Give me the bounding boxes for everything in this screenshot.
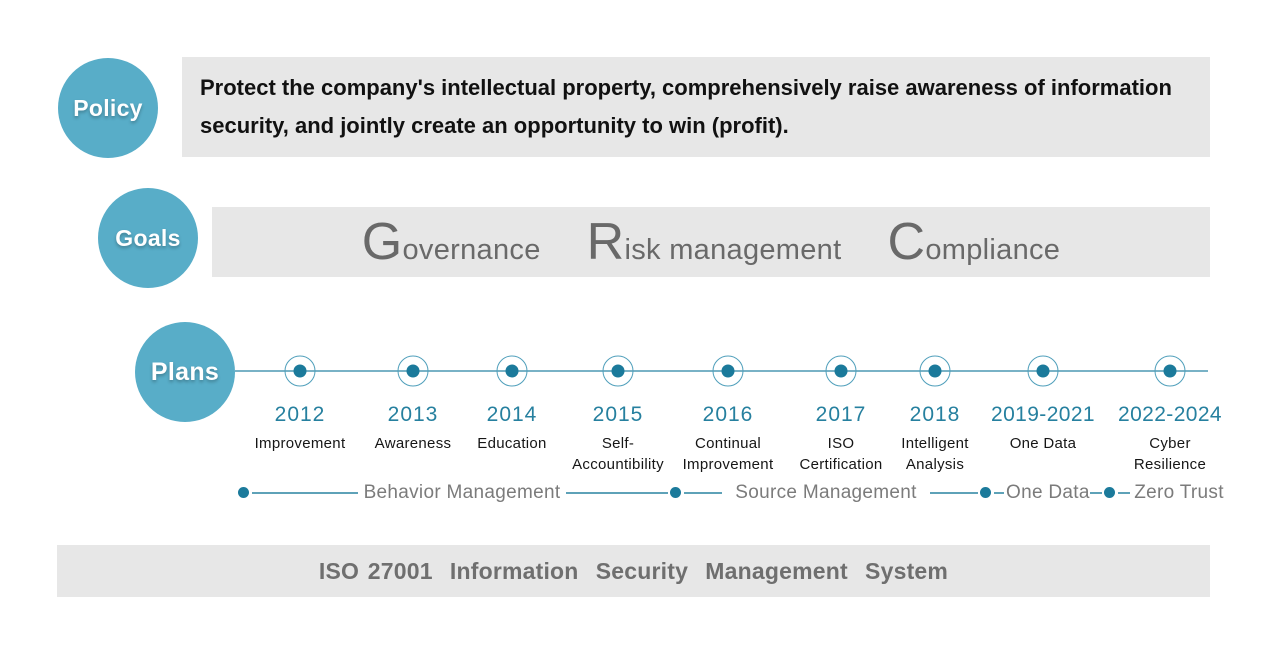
milestone-year: 2013	[387, 403, 439, 426]
phase-dot	[1104, 487, 1115, 498]
milestone-year: 2017	[815, 403, 867, 426]
timeline-node-dot	[611, 364, 625, 378]
goal-risk-management: Risk management	[587, 212, 842, 272]
timeline-node-2014	[496, 355, 528, 387]
timeline-node-2018	[919, 355, 951, 387]
timeline-node-2012	[284, 355, 316, 387]
goals-badge-label: Goals	[115, 224, 181, 251]
phase-line	[684, 492, 722, 494]
goal-compliance: Compliance	[887, 212, 1060, 272]
milestone-2014: 2014 Education	[437, 403, 587, 454]
timeline-node-dot	[928, 364, 942, 378]
milestone-2019-2021: 2019-2021 One Data	[968, 403, 1118, 454]
timeline-node-dot	[1036, 364, 1050, 378]
timeline-node-dot	[1163, 364, 1177, 378]
plans-badge-label: Plans	[150, 357, 220, 386]
phase-behavior-management: Behavior Management	[363, 482, 561, 503]
goal-risk-management-rest: isk management	[624, 234, 842, 266]
milestone-label: Awareness	[374, 435, 452, 452]
phase-line	[994, 492, 1004, 494]
timeline-node-2022-2024	[1154, 355, 1186, 387]
timeline-node-dot	[721, 364, 735, 378]
goal-compliance-initial: C	[887, 213, 926, 271]
phase-zero-trust: Zero Trust	[1134, 482, 1224, 503]
goal-risk-management-initial: R	[586, 213, 625, 271]
milestone-label: Self- Accountibility	[572, 435, 664, 473]
timeline-node-dot	[293, 364, 307, 378]
timeline-node-2019-2021	[1027, 355, 1059, 387]
goal-governance-rest: overnance	[402, 234, 541, 266]
milestone-label: One Data	[1009, 435, 1077, 452]
policy-panel: Protect the company's intellectual prope…	[182, 57, 1210, 157]
milestone-year: 2016	[702, 403, 754, 426]
timeline-node-2015	[602, 355, 634, 387]
milestone-year: 2019-2021	[990, 403, 1096, 426]
phase-line	[566, 492, 668, 494]
goal-compliance-rest: ompliance	[925, 234, 1061, 266]
goals-panel: Governance Risk management Compliance	[212, 207, 1210, 277]
phase-one-data: One Data	[1006, 482, 1090, 503]
timeline-node-dot	[406, 364, 420, 378]
timeline-node-2016	[712, 355, 744, 387]
milestone-label: Continual Improvement	[682, 435, 774, 473]
timeline-node-2017	[825, 355, 857, 387]
phase-line	[930, 492, 978, 494]
milestone-year: 2014	[486, 403, 538, 426]
phase-line	[1090, 492, 1102, 494]
timeline-node-2013	[397, 355, 429, 387]
phase-dot	[238, 487, 249, 498]
milestone-label: Intelligent Analysis	[901, 435, 969, 473]
milestone-year: 2022-2024	[1117, 403, 1223, 426]
plans-badge: Plans	[135, 322, 235, 422]
milestone-label: Cyber Resilience	[1133, 435, 1207, 473]
goal-governance-initial: G	[361, 213, 403, 271]
phase-source-management: Source Management	[735, 482, 917, 503]
milestone-2017: 2017 ISO Certification	[766, 403, 916, 475]
footer-panel: ISO 27001 Information Security Managemen…	[57, 545, 1210, 597]
iso-27001-title: ISO 27001 Information Security Managemen…	[318, 557, 949, 584]
phase-dot	[670, 487, 681, 498]
milestone-year: 2012	[274, 403, 326, 426]
phase-dot	[980, 487, 991, 498]
milestone-year: 2015	[592, 403, 644, 426]
milestone-label: Improvement	[254, 435, 346, 452]
milestone-2015: 2015 Self- Accountibility	[543, 403, 693, 475]
timeline-node-dot	[834, 364, 848, 378]
milestone-2022-2024: 2022-2024 Cyber Resilience	[1095, 403, 1245, 475]
phase-line	[1118, 492, 1130, 494]
milestone-2012: 2012 Improvement	[225, 403, 375, 454]
milestone-2016: 2016 Continual Improvement	[653, 403, 803, 475]
milestone-label: ISO Certification	[799, 435, 883, 473]
goals-badge: Goals	[98, 188, 198, 288]
timeline-node-dot	[505, 364, 519, 378]
milestone-year: 2018	[909, 403, 961, 426]
milestone-2013: 2013 Awareness	[338, 403, 488, 454]
milestone-2018: 2018 Intelligent Analysis	[860, 403, 1010, 475]
phase-line	[252, 492, 358, 494]
policy-badge: Policy	[58, 58, 158, 158]
milestone-label: Education	[477, 435, 547, 452]
policy-statement: Protect the company's intellectual prope…	[200, 75, 1172, 138]
policy-badge-label: Policy	[73, 94, 143, 121]
goal-governance: Governance	[362, 212, 541, 272]
